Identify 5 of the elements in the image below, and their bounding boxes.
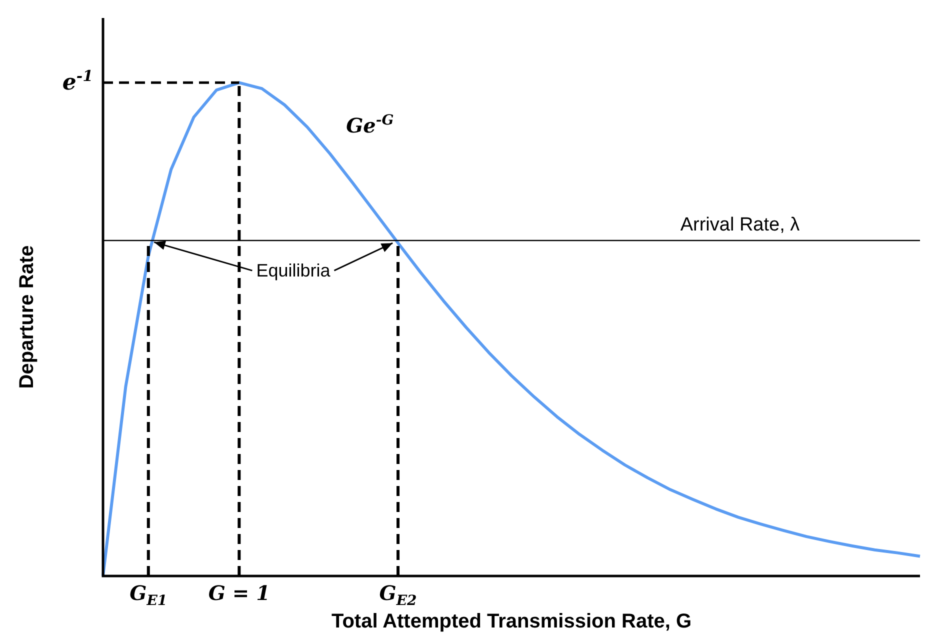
y-axis-title: Departure Rate [16, 245, 38, 389]
x-tick-label: G = 1 [208, 581, 270, 605]
x-axis-title: Total Attempted Transmission Rate, G [331, 610, 692, 633]
annotation: Equilibria [256, 260, 332, 281]
ref-line-label: Arrival Rate, λ [680, 214, 800, 236]
